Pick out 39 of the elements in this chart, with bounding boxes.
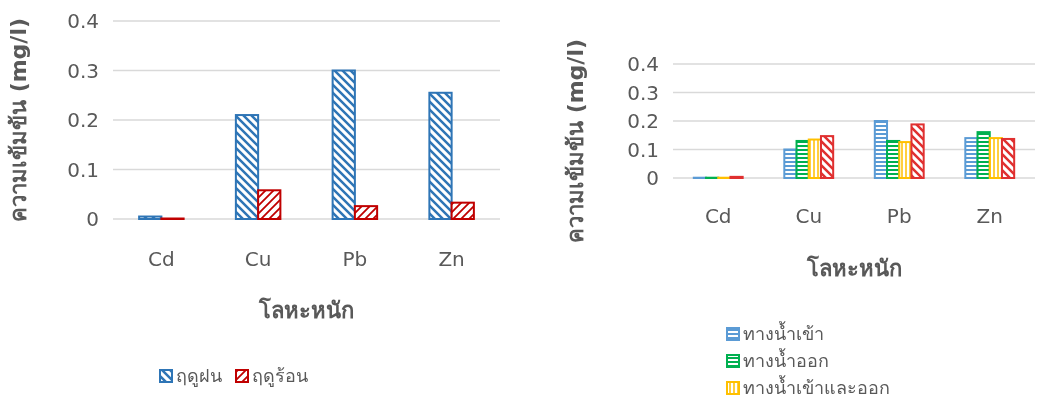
bar	[353, 205, 379, 220]
bar	[964, 137, 979, 179]
bar	[331, 69, 356, 220]
bar	[428, 91, 453, 220]
x-tick-label: Pb	[342, 247, 368, 271]
y-tick-label: 0.2	[627, 109, 659, 133]
x-tick-label: Cu	[795, 204, 823, 228]
legend-label: ฤดูร้อน	[252, 365, 308, 387]
bar	[1000, 137, 1016, 179]
bar	[819, 135, 835, 179]
y-tick-label: 0.3	[627, 80, 659, 105]
y-tick-label: 0.4	[627, 52, 659, 76]
y-axis-title: ความเข้มข้น (mg/l)	[6, 17, 31, 223]
legend-label: ทางน้ำเข้าและออก	[743, 375, 890, 398]
y-tick-label: 0.1	[67, 157, 99, 182]
bar	[234, 114, 260, 220]
x-axis-title: โลหะหนัก	[258, 297, 354, 323]
y-tick-label: 0.2	[67, 108, 99, 132]
bar	[257, 189, 282, 220]
legend-label: ทางน้ำออก	[743, 348, 829, 371]
y-tick-label: 0	[646, 166, 659, 190]
bar	[450, 201, 475, 220]
bar	[910, 123, 925, 179]
y-tick-label: 0.3	[67, 58, 99, 83]
x-tick-label: Pb	[886, 204, 912, 228]
x-tick-label: Zn	[438, 247, 465, 271]
x-tick-label: Cd	[148, 247, 175, 271]
y-axis-title: ความเข้มข้น (mg/l)	[563, 38, 588, 244]
y-tick-label: 0.4	[67, 9, 99, 33]
legend-label: ทางน้ำเข้า	[743, 321, 824, 344]
x-tick-label: Cu	[244, 247, 272, 271]
legend-label: ฤดูฝน	[176, 365, 222, 387]
x-tick-label: Zn	[976, 204, 1003, 228]
y-tick-label: 0.1	[627, 137, 659, 162]
y-tick-label: 0	[86, 207, 99, 231]
x-axis-title: โลหะหนัก	[805, 255, 902, 281]
bar	[783, 148, 798, 179]
bar	[873, 120, 889, 179]
x-tick-label: Cd	[704, 204, 732, 228]
